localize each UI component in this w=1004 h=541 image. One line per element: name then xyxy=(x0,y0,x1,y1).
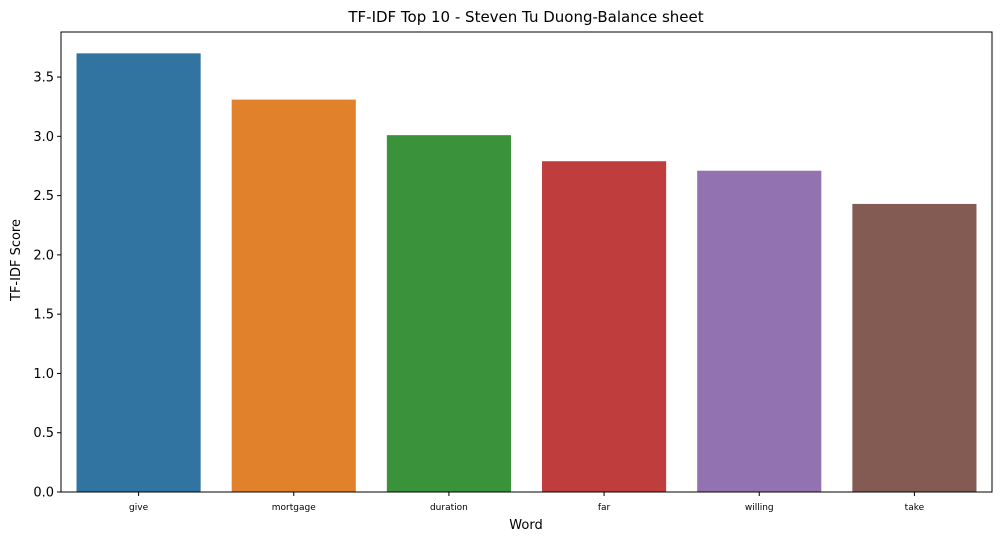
x-tick-label: give xyxy=(129,503,149,513)
bar-take xyxy=(852,203,977,492)
y-tick-label: 3.5 xyxy=(33,71,54,86)
bar-mortgage xyxy=(231,99,356,492)
bar-willing xyxy=(697,170,822,492)
x-tick-label: far xyxy=(598,503,611,513)
y-tick-label: 2.5 xyxy=(33,189,54,204)
x-tick-label: mortgage xyxy=(272,503,316,513)
x-tick-label: duration xyxy=(430,503,468,513)
y-tick-label: 2.0 xyxy=(33,248,54,263)
plot-area: 0.0 0.5 1.0 1.5 2.0 2.5 3.0 3.5 give mortgage dura… xyxy=(33,31,993,513)
plot-frame xyxy=(60,31,993,493)
bar-far xyxy=(542,161,667,492)
bar-duration xyxy=(386,135,511,492)
y-axis-label: TF-IDF Score xyxy=(9,219,24,302)
x-axis-label: Word xyxy=(509,518,542,533)
x-tick-label: willing xyxy=(745,503,774,513)
y-tick-label: 1.0 xyxy=(33,367,54,382)
bar-give xyxy=(76,53,201,492)
y-tick-label: 0.5 xyxy=(33,426,54,441)
y-tick-label: 0.0 xyxy=(33,486,54,501)
y-tick-label: 1.5 xyxy=(33,308,54,323)
x-tick-label: take xyxy=(905,503,925,513)
chart-title: TF-IDF Top 10 - Steven Tu Duong-Balance … xyxy=(347,8,703,26)
y-tick-label: 3.0 xyxy=(33,130,54,145)
